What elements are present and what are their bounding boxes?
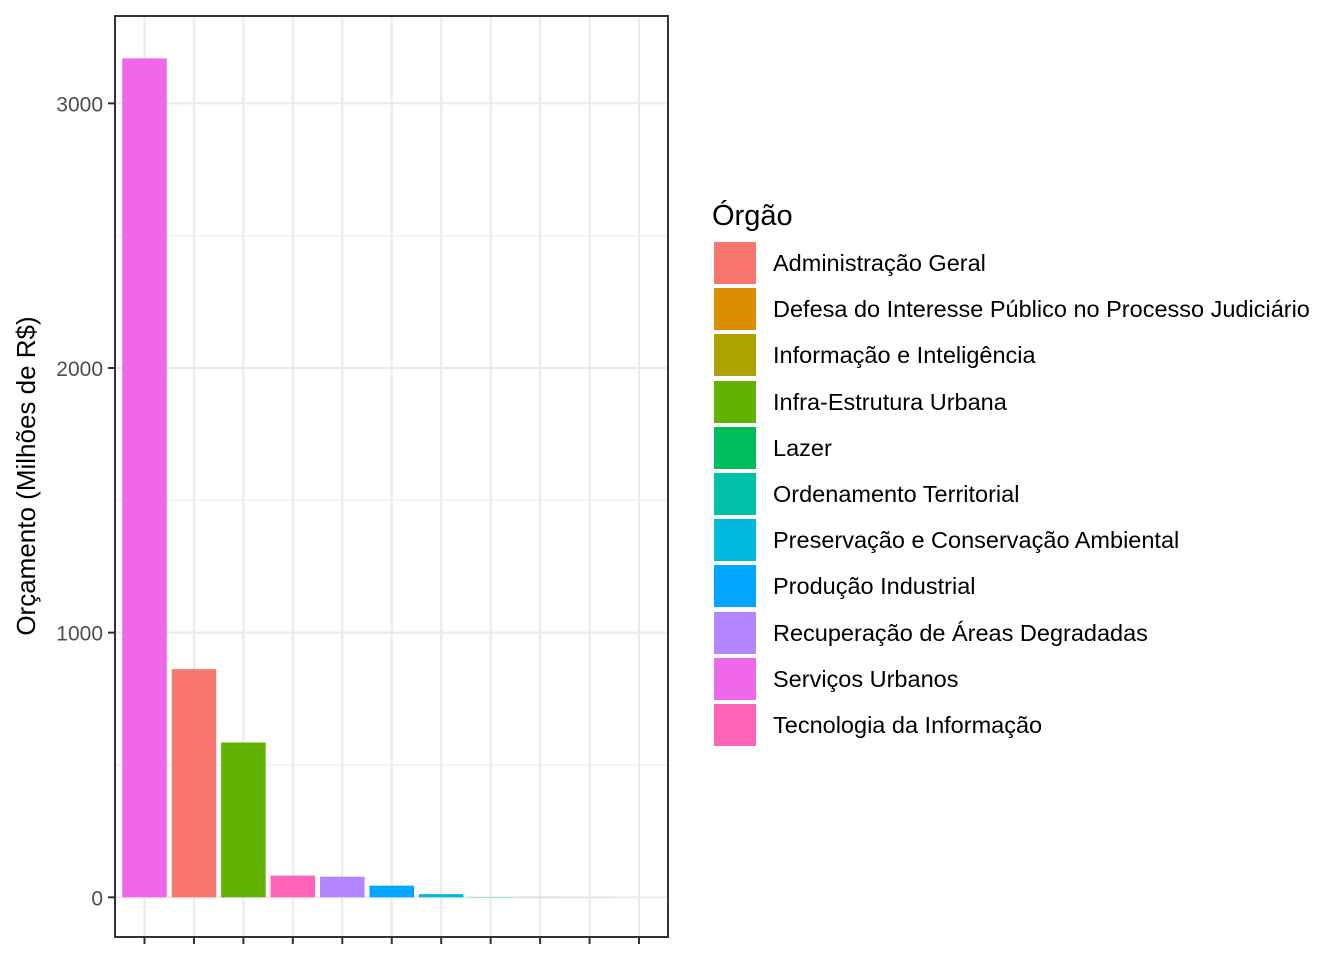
- legend-swatch: [714, 565, 756, 608]
- legend-swatch: [714, 288, 756, 331]
- legend-swatch: [714, 657, 756, 700]
- legend-item: Administração Geral: [712, 240, 986, 286]
- y-tick-label: 0: [91, 887, 103, 910]
- legend-item: Lazer: [712, 425, 832, 471]
- legend-swatch: [714, 426, 756, 469]
- y-tick-label: 1000: [56, 623, 103, 646]
- legend-label: Ordenamento Territorial: [773, 480, 1020, 507]
- legend-swatch: [714, 242, 756, 284]
- legend-label: Produção Industrial: [773, 573, 976, 600]
- legend-label: Defesa do Interesse Público no Processo …: [773, 296, 1310, 323]
- legend-item: Produção Industrial: [712, 563, 975, 609]
- legend: Órgão Administração Geral Defesa do Inter…: [712, 196, 1310, 748]
- legend-label: Preservação e Conservação Ambiental: [773, 527, 1180, 554]
- bar: [171, 669, 217, 898]
- legend-item: Ordenamento Territorial: [712, 471, 1019, 517]
- legend-swatch: [714, 472, 756, 515]
- legend-label: Lazer: [773, 434, 832, 461]
- legend-title: Órgão: [712, 200, 793, 232]
- legend-item: Preservação e Conservação Ambiental: [712, 517, 1179, 563]
- y-axis-label: Orçamento (Milhões de R$): [11, 316, 41, 635]
- legend-swatch: [714, 334, 756, 377]
- bar: [270, 875, 316, 898]
- legend-items: Administração Geral Defesa do Interesse P…: [712, 240, 1310, 748]
- bar: [221, 742, 266, 898]
- legend-label: Recuperação de Áreas Degradadas: [773, 619, 1148, 646]
- bar: [122, 58, 167, 898]
- bar: [418, 894, 464, 898]
- legend-swatch: [714, 703, 756, 746]
- bar: [369, 885, 414, 898]
- legend-swatch: [714, 519, 756, 562]
- legend-label: Tecnologia da Informação: [773, 711, 1043, 738]
- bars: [122, 58, 612, 898]
- bar: [320, 876, 365, 898]
- legend-label: Serviços Urbanos: [773, 665, 959, 692]
- legend-item: Informação e Inteligência: [712, 332, 1036, 378]
- y-tick-label: 2000: [56, 358, 103, 381]
- legend-item: Tecnologia da Informação: [712, 702, 1042, 748]
- legend-label: Administração Geral: [773, 250, 986, 276]
- legend-swatch: [714, 380, 756, 423]
- legend-item: Infra-Estrutura Urbana: [712, 379, 1007, 425]
- legend-item: Defesa do Interesse Público no Processo …: [712, 286, 1310, 332]
- y-tick-label: 3000: [56, 93, 103, 116]
- legend-item: Serviços Urbanos: [712, 656, 958, 702]
- legend-item: Recuperação de Áreas Degradadas: [712, 610, 1148, 656]
- legend-label: Infra-Estrutura Urbana: [773, 388, 1007, 415]
- legend-label: Informação e Inteligência: [773, 342, 1036, 369]
- legend-swatch: [714, 611, 756, 654]
- axes: 0 1000 2000 3000: [56, 15, 669, 944]
